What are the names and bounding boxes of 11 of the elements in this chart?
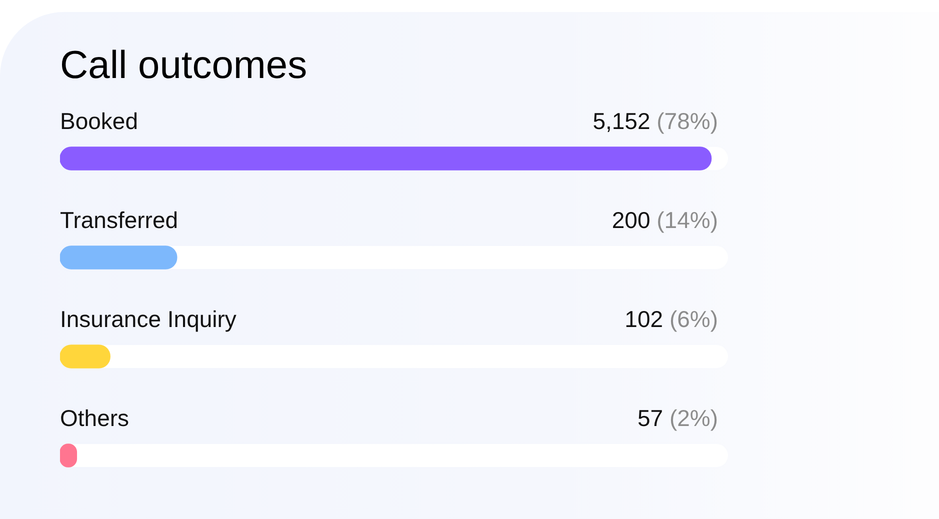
- data-label: 5,152 (78%): [592, 108, 718, 134]
- data-label: 200 (14%): [612, 207, 718, 233]
- bar: [60, 146, 712, 170]
- chart-title: Call outcomes: [60, 44, 308, 87]
- data-label: 102 (6%): [624, 306, 718, 332]
- y-tick-label: Booked: [60, 108, 138, 134]
- y-tick-label: Transferred: [60, 207, 178, 233]
- y-tick-label: Insurance Inquiry: [60, 306, 237, 332]
- data-label: 57 (2%): [637, 405, 718, 431]
- y-tick-label: Others: [60, 405, 130, 431]
- bar: [60, 246, 178, 270]
